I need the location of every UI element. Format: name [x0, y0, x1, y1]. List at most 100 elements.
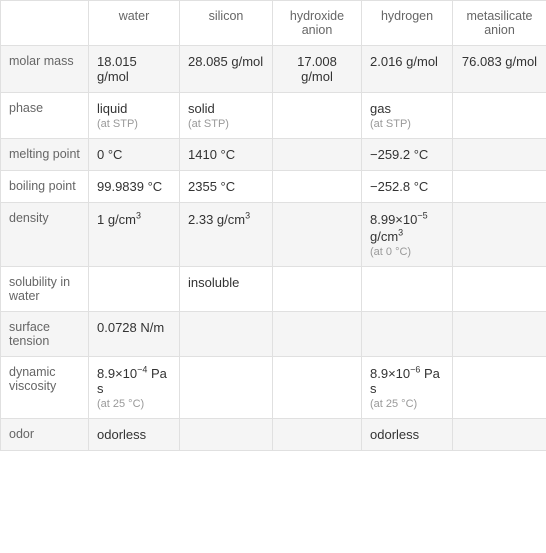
- table-row: surface tension 0.0728 N/m: [1, 311, 546, 356]
- cell-value: 18.015 g/mol: [97, 54, 137, 84]
- cell-value: odorless: [97, 427, 146, 442]
- table-cell: [453, 93, 546, 139]
- table-cell: 8.99×10−5 g/cm3 (at 0 °C): [362, 203, 453, 267]
- table-cell: −252.8 °C: [362, 171, 453, 203]
- table-cell: [453, 171, 546, 203]
- cell-sub: (at STP): [188, 118, 264, 130]
- column-header: hydrogen: [362, 1, 453, 46]
- table-cell: 99.9839 °C: [89, 171, 180, 203]
- table-row: boiling point 99.9839 °C 2355 °C −252.8 °C: [1, 171, 546, 203]
- table-cell: 17.008 g/mol: [273, 46, 362, 93]
- cell-value: 2.33 g/cm3: [188, 212, 250, 227]
- table-cell: [453, 356, 546, 418]
- table-cell: odorless: [89, 418, 180, 450]
- table-cell: solid (at STP): [180, 93, 273, 139]
- table-row: melting point 0 °C 1410 °C −259.2 °C: [1, 139, 546, 171]
- table-cell: 1 g/cm3: [89, 203, 180, 267]
- table-cell: [362, 266, 453, 311]
- table-cell: [273, 203, 362, 267]
- table-cell: insoluble: [180, 266, 273, 311]
- table-row: odor odorless odorless: [1, 418, 546, 450]
- table-cell: 2.33 g/cm3: [180, 203, 273, 267]
- table-cell: [180, 311, 273, 356]
- cell-value: 8.99×10−5 g/cm3: [370, 212, 428, 243]
- cell-value: gas: [370, 101, 391, 116]
- column-header: water: [89, 1, 180, 46]
- table-cell: [273, 93, 362, 139]
- table-cell: 28.085 g/mol: [180, 46, 273, 93]
- cell-value: 17.008 g/mol: [297, 54, 337, 84]
- cell-sub: (at 0 °C): [370, 246, 444, 258]
- table-cell: −259.2 °C: [362, 139, 453, 171]
- table-cell: 8.9×10−6 Pa s (at 25 °C): [362, 356, 453, 418]
- table-cell: [453, 203, 546, 267]
- table-cell: [362, 311, 453, 356]
- column-header: metasilicate anion: [453, 1, 546, 46]
- cell-sub: (at STP): [370, 118, 444, 130]
- cell-value: 8.9×10−6 Pa s: [370, 366, 440, 396]
- row-label: odor: [1, 418, 89, 450]
- table-row: dynamic viscosity 8.9×10−4 Pa s (at 25 °C)…: [1, 356, 546, 418]
- table-cell: 0.0728 N/m: [89, 311, 180, 356]
- cell-value: 2.016 g/mol: [370, 54, 438, 69]
- table-cell: [273, 266, 362, 311]
- column-header: silicon: [180, 1, 273, 46]
- table-cell: gas (at STP): [362, 93, 453, 139]
- properties-table: watersiliconhydroxide anionhydrogenmetas…: [0, 0, 546, 451]
- cell-value: insoluble: [188, 275, 239, 290]
- table-row: phase liquid (at STP) solid (at STP) gas (at S…: [1, 93, 546, 139]
- cell-value: 1 g/cm3: [97, 212, 141, 227]
- row-label: solubility in water: [1, 266, 89, 311]
- table-cell: [453, 418, 546, 450]
- table-cell: [453, 311, 546, 356]
- table-cell: [273, 356, 362, 418]
- table-cell: [273, 139, 362, 171]
- cell-value: 2355 °C: [188, 179, 235, 194]
- table-body: watersiliconhydroxide anionhydrogenmetas…: [1, 1, 546, 451]
- cell-value: solid: [188, 101, 215, 116]
- cell-sub: (at STP): [97, 118, 171, 130]
- row-label: melting point: [1, 139, 89, 171]
- table-cell: 1410 °C: [180, 139, 273, 171]
- cell-sub: (at 25 °C): [370, 398, 444, 410]
- table-cell: [180, 356, 273, 418]
- table-cell: odorless: [362, 418, 453, 450]
- row-label: boiling point: [1, 171, 89, 203]
- table-cell: [180, 418, 273, 450]
- row-label: phase: [1, 93, 89, 139]
- table-cell: [453, 139, 546, 171]
- row-label: dynamic viscosity: [1, 356, 89, 418]
- table-cell: liquid (at STP): [89, 93, 180, 139]
- table-cell: [273, 171, 362, 203]
- header-blank: [1, 1, 89, 46]
- table-cell: [89, 266, 180, 311]
- cell-value: odorless: [370, 427, 419, 442]
- table-header-row: watersiliconhydroxide anionhydrogenmetas…: [1, 1, 546, 46]
- cell-value: −259.2 °C: [370, 147, 428, 162]
- table-row: solubility in water insoluble: [1, 266, 546, 311]
- table-cell: [273, 311, 362, 356]
- table-cell: 2355 °C: [180, 171, 273, 203]
- cell-value: 0.0728 N/m: [97, 320, 164, 335]
- cell-value: 1410 °C: [188, 147, 235, 162]
- table-row: molar mass 18.015 g/mol 28.085 g/mol 17.008…: [1, 46, 546, 93]
- table-cell: 0 °C: [89, 139, 180, 171]
- cell-value: 76.083 g/mol: [462, 54, 537, 69]
- table-cell: 8.9×10−4 Pa s (at 25 °C): [89, 356, 180, 418]
- row-label: density: [1, 203, 89, 267]
- row-label: surface tension: [1, 311, 89, 356]
- cell-sub: (at 25 °C): [97, 398, 171, 410]
- cell-value: liquid: [97, 101, 127, 116]
- table-cell: [273, 418, 362, 450]
- cell-value: 99.9839 °C: [97, 179, 162, 194]
- table-cell: 18.015 g/mol: [89, 46, 180, 93]
- column-header: hydroxide anion: [273, 1, 362, 46]
- cell-value: 28.085 g/mol: [188, 54, 263, 69]
- table-row: density 1 g/cm3 2.33 g/cm3 8.99×10−5 g/cm3 (…: [1, 203, 546, 267]
- table-cell: 2.016 g/mol: [362, 46, 453, 93]
- cell-value: −252.8 °C: [370, 179, 428, 194]
- row-label: molar mass: [1, 46, 89, 93]
- cell-value: 0 °C: [97, 147, 122, 162]
- cell-value: 8.9×10−4 Pa s: [97, 366, 167, 396]
- table-cell: [453, 266, 546, 311]
